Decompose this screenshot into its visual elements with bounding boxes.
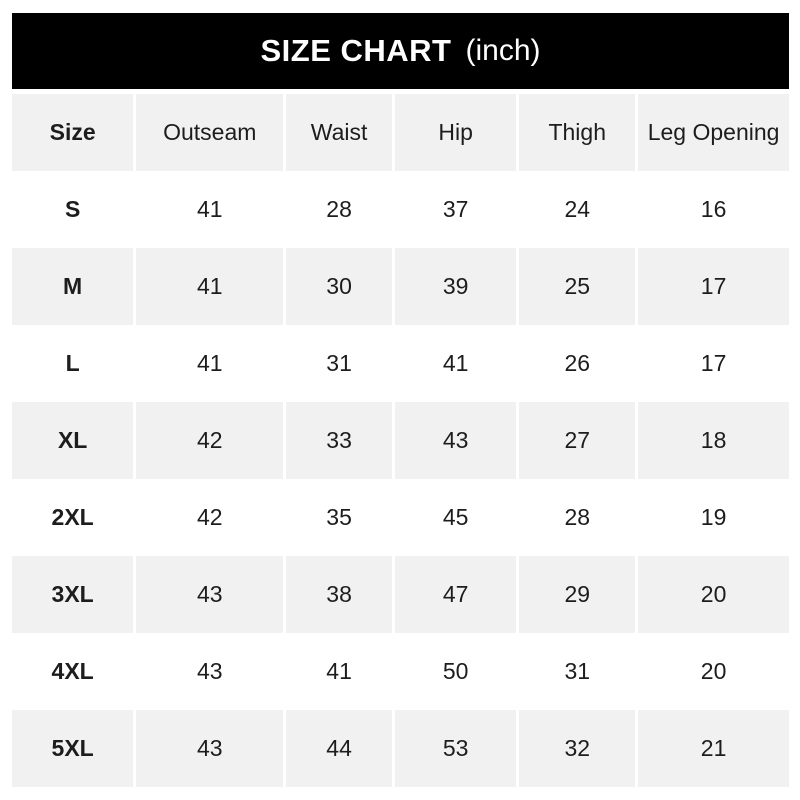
value-cell: 42 bbox=[133, 479, 285, 556]
value-cell: 24 bbox=[516, 171, 637, 248]
value-cell: 44 bbox=[283, 710, 394, 787]
value-cell: 17 bbox=[635, 248, 789, 325]
size-cell: 4XL bbox=[51, 658, 94, 684]
value-cell: 43 bbox=[133, 710, 285, 787]
table-row-l: L 41 31 41 26 17 bbox=[12, 325, 789, 402]
value-cell: 28 bbox=[283, 171, 394, 248]
value-cell: 31 bbox=[283, 325, 394, 402]
value-cell: 41 bbox=[133, 171, 285, 248]
column-header-outseam: Outseam bbox=[133, 94, 285, 171]
value-cell: 38 bbox=[283, 556, 394, 633]
table-row-3xl: 3XL 43 38 47 29 20 bbox=[12, 556, 789, 633]
value-cell: 17 bbox=[635, 325, 789, 402]
size-chart-title-bar: SIZE CHART (inch) bbox=[12, 13, 789, 89]
column-header-hip: Hip bbox=[391, 94, 518, 171]
title-text: SIZE CHART bbox=[260, 33, 452, 68]
value-cell: 43 bbox=[133, 633, 285, 710]
size-cell: 3XL bbox=[51, 581, 94, 607]
value-cell: 20 bbox=[635, 633, 789, 710]
table-row-4xl: 4XL 43 41 50 31 20 bbox=[12, 633, 789, 710]
column-header-size: Size bbox=[49, 119, 96, 145]
value-cell: 29 bbox=[516, 556, 637, 633]
column-header-leg-opening: Leg Opening bbox=[635, 94, 789, 171]
value-cell: 16 bbox=[635, 171, 789, 248]
value-cell: 42 bbox=[133, 402, 285, 479]
value-cell: 28 bbox=[516, 479, 637, 556]
size-cell: 5XL bbox=[51, 735, 94, 761]
value-cell: 37 bbox=[391, 171, 518, 248]
value-cell: 41 bbox=[391, 325, 518, 402]
table-row-m: M 41 30 39 25 17 bbox=[12, 248, 789, 325]
size-cell: S bbox=[64, 196, 81, 222]
title-unit-text: (inch) bbox=[465, 34, 541, 67]
size-cell: M bbox=[63, 273, 83, 299]
table-row-5xl: 5XL 43 44 53 32 21 bbox=[12, 710, 789, 787]
value-cell: 26 bbox=[516, 325, 637, 402]
value-cell: 31 bbox=[516, 633, 637, 710]
value-cell: 45 bbox=[391, 479, 518, 556]
value-cell: 53 bbox=[391, 710, 518, 787]
size-cell: L bbox=[65, 350, 80, 376]
value-cell: 41 bbox=[283, 633, 394, 710]
value-cell: 20 bbox=[635, 556, 789, 633]
value-cell: 19 bbox=[635, 479, 789, 556]
value-cell: 30 bbox=[283, 248, 394, 325]
table-header-row: Size Outseam Waist Hip Thigh Leg Opening bbox=[12, 94, 789, 171]
value-cell: 43 bbox=[133, 556, 285, 633]
table-row-2xl: 2XL 42 35 45 28 19 bbox=[12, 479, 789, 556]
value-cell: 50 bbox=[391, 633, 518, 710]
value-cell: 39 bbox=[391, 248, 518, 325]
value-cell: 21 bbox=[635, 710, 789, 787]
value-cell: 25 bbox=[516, 248, 637, 325]
size-chart-table: Size Outseam Waist Hip Thigh Leg Opening… bbox=[12, 94, 789, 787]
value-cell: 32 bbox=[516, 710, 637, 787]
size-cell: XL bbox=[57, 427, 88, 453]
column-header-thigh: Thigh bbox=[516, 94, 637, 171]
size-cell: 2XL bbox=[51, 504, 94, 530]
value-cell: 43 bbox=[391, 402, 518, 479]
table-row-xl: XL 42 33 43 27 18 bbox=[12, 402, 789, 479]
value-cell: 41 bbox=[133, 248, 285, 325]
value-cell: 18 bbox=[635, 402, 789, 479]
value-cell: 33 bbox=[283, 402, 394, 479]
column-header-waist: Waist bbox=[283, 94, 394, 171]
value-cell: 27 bbox=[516, 402, 637, 479]
value-cell: 41 bbox=[133, 325, 285, 402]
value-cell: 47 bbox=[391, 556, 518, 633]
value-cell: 35 bbox=[283, 479, 394, 556]
table-row-s: S 41 28 37 24 16 bbox=[12, 171, 789, 248]
